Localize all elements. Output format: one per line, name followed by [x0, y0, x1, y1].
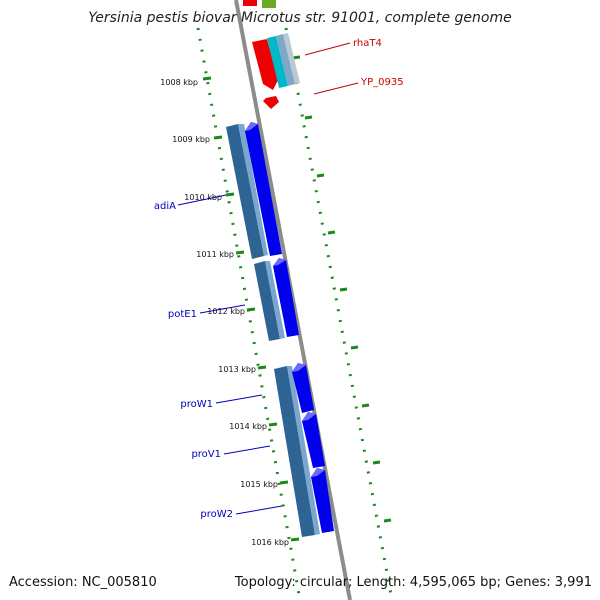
- gene-cyan-grey: [276, 34, 295, 86]
- leader-prow1: [215, 394, 263, 404]
- gene-rhat4: [252, 39, 278, 90]
- gene-label-prov1: proV1: [191, 449, 221, 460]
- reverse-cds-band-2: [254, 261, 285, 341]
- inner-ticks: [291, 55, 392, 523]
- gene-label-prow1: proW1: [180, 399, 213, 410]
- gene-top-red: [243, 0, 257, 6]
- gene-label-prow2: proW2: [200, 509, 233, 520]
- inner-tick-track: [284, 27, 394, 600]
- tick-label-1010: 1010 kbp: [184, 193, 222, 202]
- forward-gene-proW1: [292, 363, 314, 413]
- tick-label-1008: 1008 kbp: [160, 78, 198, 87]
- backbone: [234, 0, 352, 600]
- leader-adia: [177, 194, 227, 206]
- reverse-cds-band-1: [226, 124, 268, 259]
- gene-label-yp0935: YP_0935: [360, 77, 404, 88]
- map-title: Yersinia pestis biovar Microtus str. 910…: [88, 10, 512, 26]
- tick-label-1015: 1015 kbp: [240, 480, 278, 489]
- outer-tick-track: [196, 27, 302, 600]
- tick-label-1012: 1012 kbp: [207, 307, 245, 316]
- leader-yp0935: [313, 82, 359, 95]
- leader-pote1: [199, 304, 246, 314]
- gene-top-green: [262, 0, 276, 8]
- major-ticks: [202, 76, 300, 542]
- tick-label-1016: 1016 kbp: [251, 538, 289, 547]
- tick-label-1014: 1014 kbp: [229, 422, 267, 431]
- tick-label-1011: 1011 kbp: [196, 250, 234, 259]
- gene-yp0935: [263, 96, 279, 109]
- tick-label-1013: 1013 kbp: [218, 365, 256, 374]
- gene-label-adia: adiA: [154, 201, 176, 212]
- tick-label-1009: 1009 kbp: [172, 135, 210, 144]
- leader-rhat4: [304, 42, 351, 56]
- genome-summary-text: Topology: circular; Length: 4,595,065 bp…: [234, 575, 592, 590]
- forward-gene-potE1: [273, 258, 299, 337]
- accession-text: Accession: NC_005810: [9, 575, 157, 590]
- forward-gene-proW2: [311, 468, 334, 533]
- gene-cyan-light: [283, 33, 300, 84]
- reverse-cds-band-3: [274, 366, 320, 537]
- gene-cyan: [267, 36, 288, 88]
- leader-prov1: [223, 445, 271, 455]
- gene-label-pote1: potE1: [168, 309, 197, 320]
- gene-label-rhat4: rhaT4: [353, 38, 382, 49]
- forward-gene-proV1: [302, 412, 325, 468]
- forward-gene-adiA: [245, 122, 282, 256]
- leader-prow2: [235, 505, 283, 515]
